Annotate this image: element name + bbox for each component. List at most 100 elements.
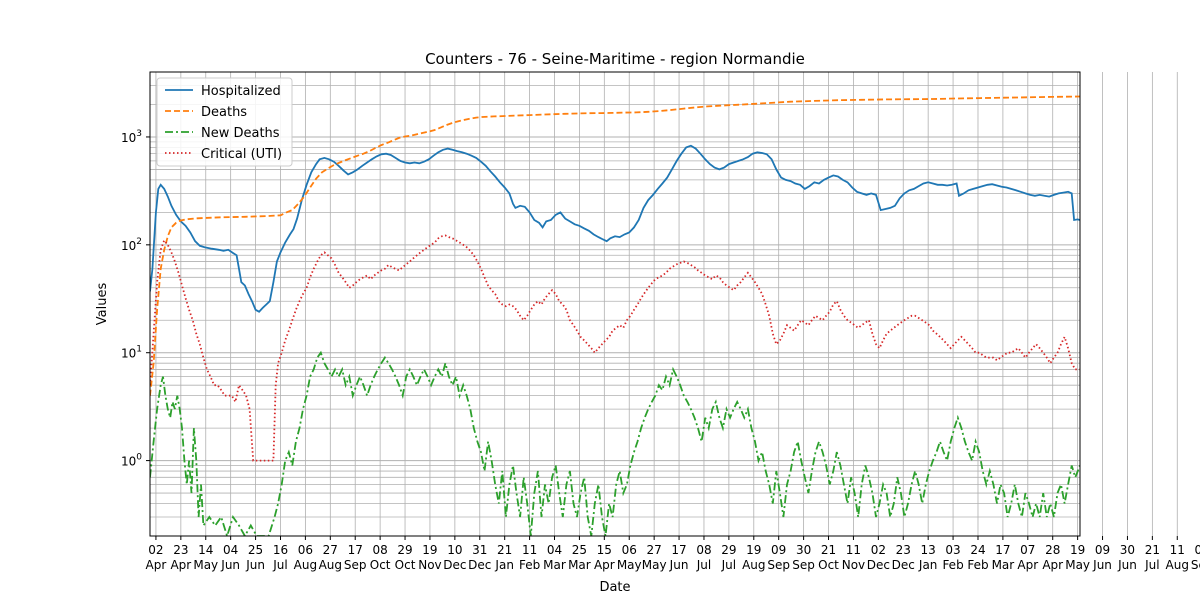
y-tick-base: 10 xyxy=(121,239,136,253)
x-tick-month: Dec xyxy=(867,558,890,572)
x-tick-day: 15 xyxy=(597,543,612,557)
x-tick-day: 19 xyxy=(746,543,761,557)
x-tick-day: 04 xyxy=(223,543,238,557)
x-tick-month: Apr xyxy=(170,558,191,572)
legend-box xyxy=(156,77,293,167)
x-tick-month: Jun xyxy=(669,558,689,572)
x-tick-day: 21 xyxy=(1145,543,1160,557)
grid xyxy=(150,71,1178,537)
legend-label: New Deaths xyxy=(201,126,280,141)
x-tick-day: 07 xyxy=(1020,543,1035,557)
x-tick-day: 09 xyxy=(771,543,786,557)
x-tick-day: 09 xyxy=(1095,543,1110,557)
x-tick-day: 02 xyxy=(871,543,886,557)
x-tick-month: Jul xyxy=(721,558,736,572)
x-tick-month: Jun xyxy=(220,558,240,572)
x-axis-label: Date xyxy=(599,580,630,595)
x-tick-month: Nov xyxy=(842,558,865,572)
x-tick-month: Oct xyxy=(370,558,391,572)
x-tick-month: Dec xyxy=(468,558,491,572)
x-tick-month: Feb xyxy=(942,558,963,572)
x-tick-month: May xyxy=(193,558,218,572)
y-tick-label: 101 xyxy=(121,345,142,361)
x-tick-day: 27 xyxy=(647,543,662,557)
y-tick-exponent: 2 xyxy=(136,237,142,247)
y-tick-exponent: 1 xyxy=(136,345,142,355)
x-tick-day: 29 xyxy=(397,543,412,557)
x-tick-day: 08 xyxy=(696,543,711,557)
x-tick-month: Sep xyxy=(1191,558,1200,572)
x-tick-month: Jul xyxy=(696,558,711,572)
chart-title: Counters - 76 - Seine-Maritime - region … xyxy=(425,50,805,68)
x-tick-month: Jun xyxy=(1117,558,1137,572)
series-layer xyxy=(150,95,1080,536)
x-tick-month: Aug xyxy=(294,558,317,572)
x-tick-day: 30 xyxy=(1120,543,1135,557)
x-tick-day: 23 xyxy=(896,543,911,557)
x-tick-month: Nov xyxy=(418,558,441,572)
x-tick-day: 19 xyxy=(422,543,437,557)
x-tick-day: 21 xyxy=(821,543,836,557)
x-tick-day: 11 xyxy=(846,543,861,557)
legend-label: Critical (UTI) xyxy=(201,147,282,162)
y-tick-label: 100 xyxy=(121,453,142,469)
x-tick-month: Feb xyxy=(519,558,540,572)
x-tick-month: Apr xyxy=(146,558,167,572)
x-tick-day: 23 xyxy=(173,543,188,557)
x-tick-day: 17 xyxy=(671,543,686,557)
x-tick-month: Mar xyxy=(543,558,566,572)
x-tick-month: May xyxy=(642,558,667,572)
x-tick-day: 16 xyxy=(273,543,288,557)
x-tick-month: Sep xyxy=(767,558,790,572)
x-tick-day: 11 xyxy=(1170,543,1185,557)
x-tick-month: Jul xyxy=(272,558,287,572)
x-tick-month: Apr xyxy=(1017,558,1038,572)
plot-frame xyxy=(149,71,1081,537)
legend: Hospitalized Deaths New Deaths Critical (UT… xyxy=(156,77,293,167)
x-tick-month: Sep xyxy=(344,558,367,572)
x-tick-month: Aug xyxy=(1166,558,1189,572)
x-tick-day: 25 xyxy=(248,543,263,557)
x-tick-day: 31 xyxy=(472,543,487,557)
x-tick-month: May xyxy=(1065,558,1090,572)
x-tick-day: 17 xyxy=(995,543,1010,557)
y-tick-base: 10 xyxy=(121,347,136,361)
x-tick-month: Jun xyxy=(1092,558,1112,572)
x-tick-day: 17 xyxy=(348,543,363,557)
x-axis-ticks: 02Apr23Apr14May04Jun25Jun16Jul06Aug27Aug… xyxy=(146,536,1200,572)
x-tick-day: 28 xyxy=(1045,543,1060,557)
x-tick-month: Oct xyxy=(395,558,416,572)
x-tick-month: Aug xyxy=(742,558,765,572)
x-tick-day: 03 xyxy=(945,543,960,557)
x-tick-month: Jan xyxy=(494,558,514,572)
x-tick-day: 10 xyxy=(447,543,462,557)
x-tick-month: Apr xyxy=(594,558,615,572)
legend-label: Deaths xyxy=(201,105,247,120)
x-tick-month: Feb xyxy=(967,558,988,572)
x-tick-month: Dec xyxy=(892,558,915,572)
x-tick-month: Jan xyxy=(918,558,938,572)
series-line-new-deaths xyxy=(150,350,1080,536)
x-tick-month: Aug xyxy=(319,558,342,572)
x-tick-day: 11 xyxy=(522,543,537,557)
x-tick-month: Mar xyxy=(568,558,591,572)
x-tick-month: Jun xyxy=(245,558,265,572)
y-tick-label: 102 xyxy=(121,237,142,253)
x-tick-day: 04 xyxy=(547,543,562,557)
series-line-deaths xyxy=(150,95,1080,396)
x-tick-day: 06 xyxy=(298,543,313,557)
x-tick-month: Oct xyxy=(818,558,839,572)
y-tick-base: 10 xyxy=(121,455,136,469)
x-tick-day: 01 xyxy=(1195,543,1200,557)
x-tick-day: 14 xyxy=(198,543,213,557)
x-tick-month: Apr xyxy=(1042,558,1063,572)
x-tick-day: 24 xyxy=(970,543,985,557)
x-tick-day: 08 xyxy=(372,543,387,557)
x-tick-day: 30 xyxy=(796,543,811,557)
x-tick-day: 21 xyxy=(497,543,512,557)
x-tick-day: 29 xyxy=(721,543,736,557)
y-tick-exponent: 3 xyxy=(136,129,142,139)
x-tick-month: Dec xyxy=(443,558,466,572)
x-tick-day: 13 xyxy=(921,543,936,557)
